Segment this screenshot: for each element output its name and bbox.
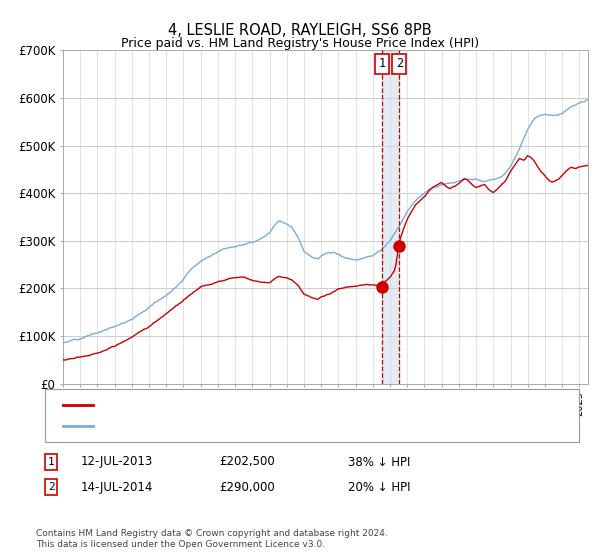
Text: Contains HM Land Registry data © Crown copyright and database right 2024.
This d: Contains HM Land Registry data © Crown c… (36, 529, 388, 549)
Text: 4, LESLIE ROAD, RAYLEIGH, SS6 8PB (detached house): 4, LESLIE ROAD, RAYLEIGH, SS6 8PB (detac… (99, 400, 402, 410)
Text: 12-JUL-2013: 12-JUL-2013 (81, 455, 153, 469)
Text: HPI: Average price, detached house, Rochford: HPI: Average price, detached house, Roch… (99, 421, 355, 431)
Text: 2: 2 (47, 482, 55, 492)
Text: 20% ↓ HPI: 20% ↓ HPI (348, 480, 410, 494)
Text: 38% ↓ HPI: 38% ↓ HPI (348, 455, 410, 469)
Text: 2: 2 (396, 57, 403, 70)
Text: 1: 1 (379, 57, 386, 70)
Text: 14-JUL-2014: 14-JUL-2014 (81, 480, 154, 494)
Text: £290,000: £290,000 (219, 480, 275, 494)
Bar (382, 50, 400, 384)
Text: 4, LESLIE ROAD, RAYLEIGH, SS6 8PB: 4, LESLIE ROAD, RAYLEIGH, SS6 8PB (168, 24, 432, 38)
Text: 1: 1 (47, 457, 55, 467)
Text: £202,500: £202,500 (219, 455, 275, 469)
Text: Price paid vs. HM Land Registry's House Price Index (HPI): Price paid vs. HM Land Registry's House … (121, 37, 479, 50)
